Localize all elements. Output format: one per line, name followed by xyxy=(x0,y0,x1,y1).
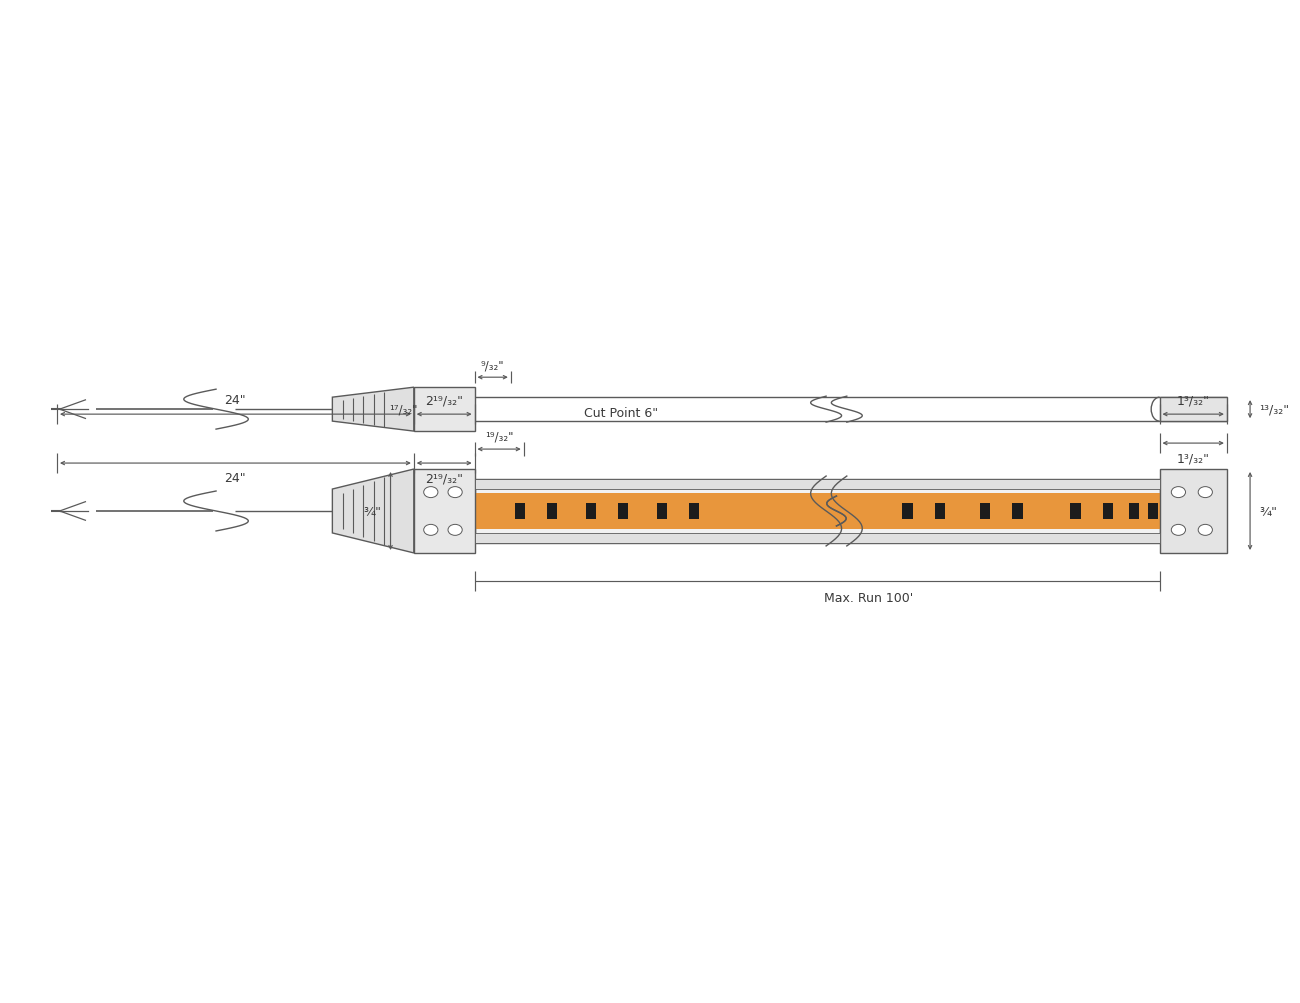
Bar xyxy=(656,504,667,520)
Text: ¹³/₃₂": ¹³/₃₂" xyxy=(1260,403,1290,416)
Text: 2¹⁹/₃₂": 2¹⁹/₃₂" xyxy=(425,471,463,484)
Circle shape xyxy=(1199,487,1213,498)
Bar xyxy=(547,504,558,520)
Bar xyxy=(935,504,945,520)
Circle shape xyxy=(1171,487,1186,498)
Text: ¹⁹/₃₂": ¹⁹/₃₂" xyxy=(485,429,514,442)
Bar xyxy=(474,479,1160,489)
Text: 24": 24" xyxy=(225,394,246,407)
Text: Cut Point 6": Cut Point 6" xyxy=(585,407,659,419)
Bar xyxy=(689,504,699,520)
Text: 1³/₃₂": 1³/₃₂" xyxy=(1176,394,1210,407)
Circle shape xyxy=(448,487,463,498)
Polygon shape xyxy=(333,388,413,431)
Text: ¾": ¾" xyxy=(364,505,381,518)
Circle shape xyxy=(424,487,438,498)
Bar xyxy=(1070,504,1080,520)
Text: ¹⁷/₃₂": ¹⁷/₃₂" xyxy=(389,403,417,416)
Circle shape xyxy=(424,525,438,536)
Bar xyxy=(1013,504,1023,520)
Bar xyxy=(902,504,913,520)
Text: ¾": ¾" xyxy=(1260,505,1277,518)
Text: ⁹/₃₂": ⁹/₃₂" xyxy=(481,359,504,372)
Bar xyxy=(413,469,474,554)
Text: Max. Run 100': Max. Run 100' xyxy=(824,592,914,604)
Text: 1³/₃₂": 1³/₃₂" xyxy=(1176,451,1210,464)
Bar xyxy=(474,534,1160,544)
Bar xyxy=(1102,504,1113,520)
Text: 24": 24" xyxy=(225,471,246,484)
Bar xyxy=(413,388,474,431)
Polygon shape xyxy=(333,469,413,554)
Circle shape xyxy=(1171,525,1186,536)
Bar xyxy=(618,504,628,520)
Bar xyxy=(515,504,525,520)
Bar xyxy=(474,493,1160,529)
Bar xyxy=(1128,504,1139,520)
Circle shape xyxy=(1199,525,1213,536)
Bar xyxy=(1160,398,1227,421)
Bar xyxy=(586,504,595,520)
Bar xyxy=(1160,469,1227,554)
Circle shape xyxy=(448,525,463,536)
Bar xyxy=(474,479,1160,544)
Bar xyxy=(980,504,991,520)
Text: 2¹⁹/₃₂": 2¹⁹/₃₂" xyxy=(425,394,463,407)
Bar xyxy=(1148,504,1158,520)
